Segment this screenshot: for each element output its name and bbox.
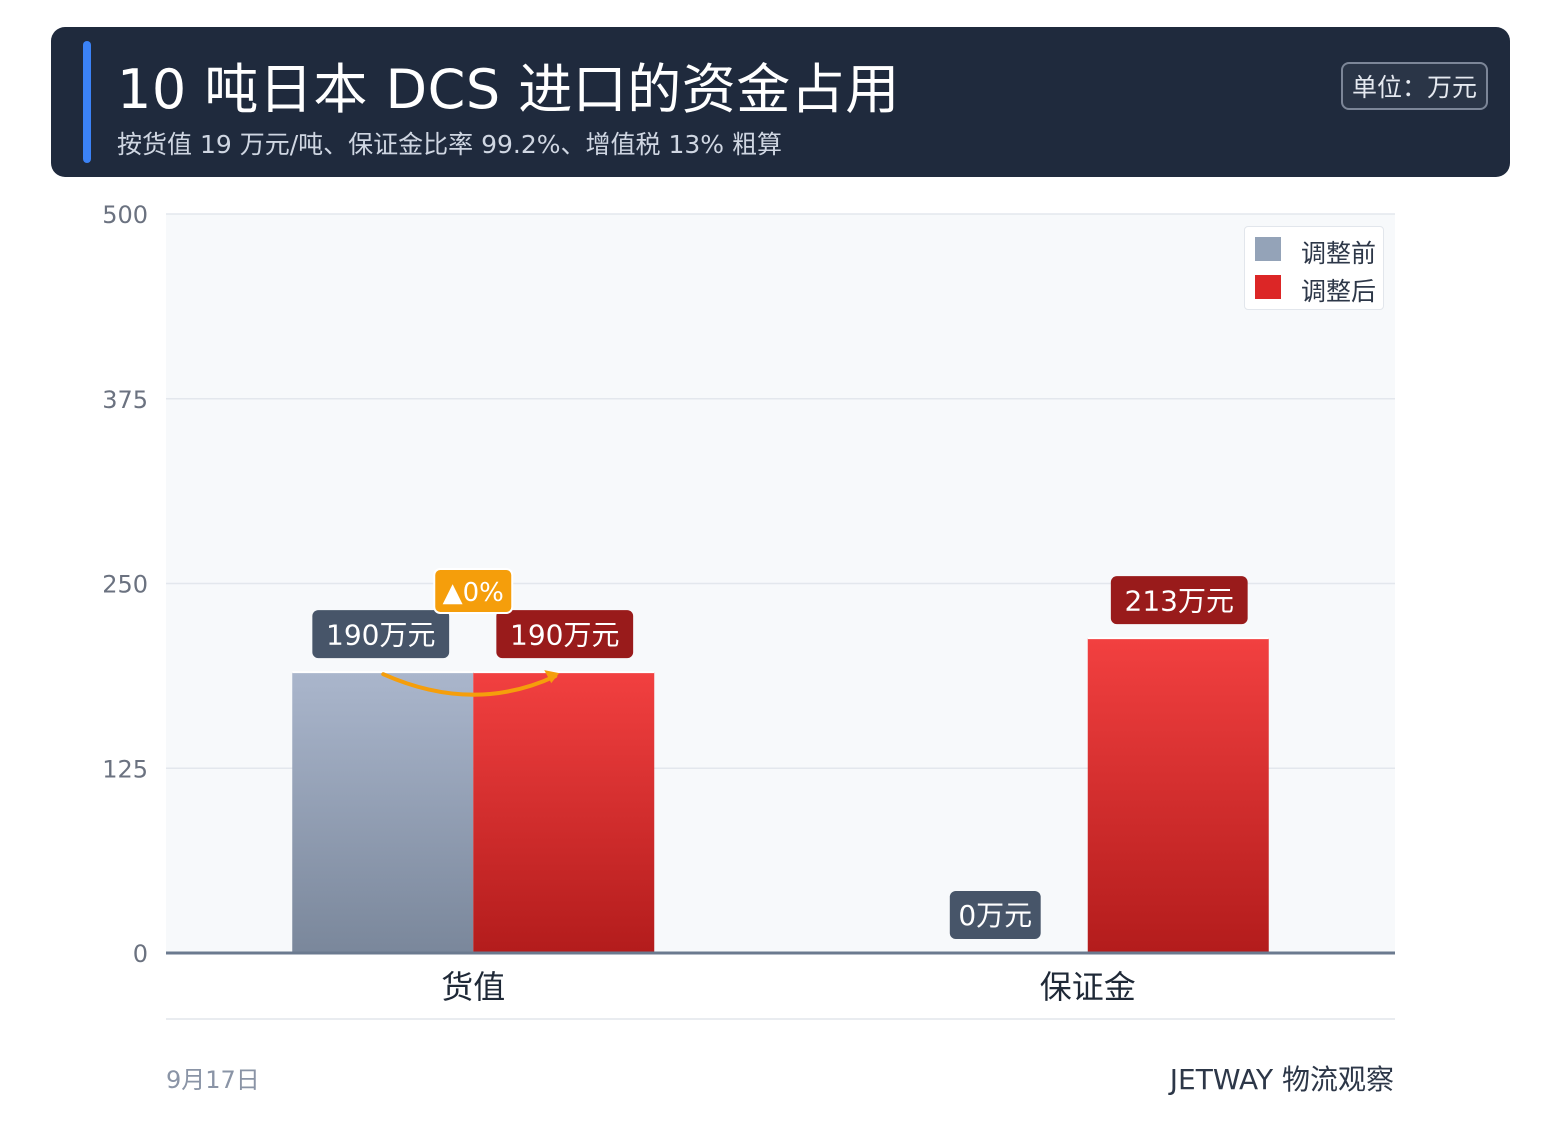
- legend-swatch-before: [1255, 237, 1281, 261]
- data-label-before: 0万元: [958, 899, 1032, 932]
- bar-after: [473, 672, 655, 953]
- bar-before: [292, 672, 474, 953]
- footer-brand: JETWAY 物流观察: [1169, 1063, 1394, 1096]
- chart-title: 10 吨日本 DCS 进口的资金占用: [117, 58, 900, 121]
- data-label-before: 190万元: [326, 618, 435, 651]
- y-tick-label: 500: [102, 201, 148, 229]
- legend-label-before: 调整前: [1301, 239, 1377, 268]
- bar-after: [1087, 638, 1269, 953]
- change-arrow: [381, 672, 558, 697]
- change-arrowhead: [544, 670, 560, 684]
- data-label-after-bg: [1110, 576, 1248, 625]
- legend: 调整前 调整后: [1244, 226, 1384, 310]
- header-accent-bar: [83, 41, 91, 163]
- x-category-label: 保证金: [1040, 968, 1136, 1006]
- y-tick-label: 375: [102, 386, 148, 414]
- data-label-before-bg: [312, 610, 450, 659]
- data-label-after-bg: [496, 610, 634, 659]
- change-badge: ▲0%: [443, 578, 504, 608]
- y-tick-label: 0: [133, 940, 148, 968]
- chart-subtitle: 按货值 19 万元/吨、保证金比率 99.2%、增值税 13% 粗算: [117, 130, 782, 159]
- x-category-label: 货值: [441, 968, 505, 1006]
- unit-badge: 单位：万元: [1340, 62, 1488, 110]
- legend-swatch-after: [1255, 275, 1281, 299]
- data-label-before-bg: [949, 891, 1041, 939]
- footer-date: 9月17日: [166, 1066, 260, 1094]
- data-label-after: 190万元: [510, 618, 619, 651]
- y-tick-label: 250: [102, 571, 148, 599]
- data-label-after: 213万元: [1125, 584, 1234, 617]
- legend-label-after: 调整后: [1301, 277, 1377, 306]
- change-badge-bg: [433, 568, 514, 614]
- header-banner: 10 吨日本 DCS 进口的资金占用 按货值 19 万元/吨、保证金比率 99.…: [51, 27, 1510, 177]
- y-tick-label: 125: [102, 755, 148, 783]
